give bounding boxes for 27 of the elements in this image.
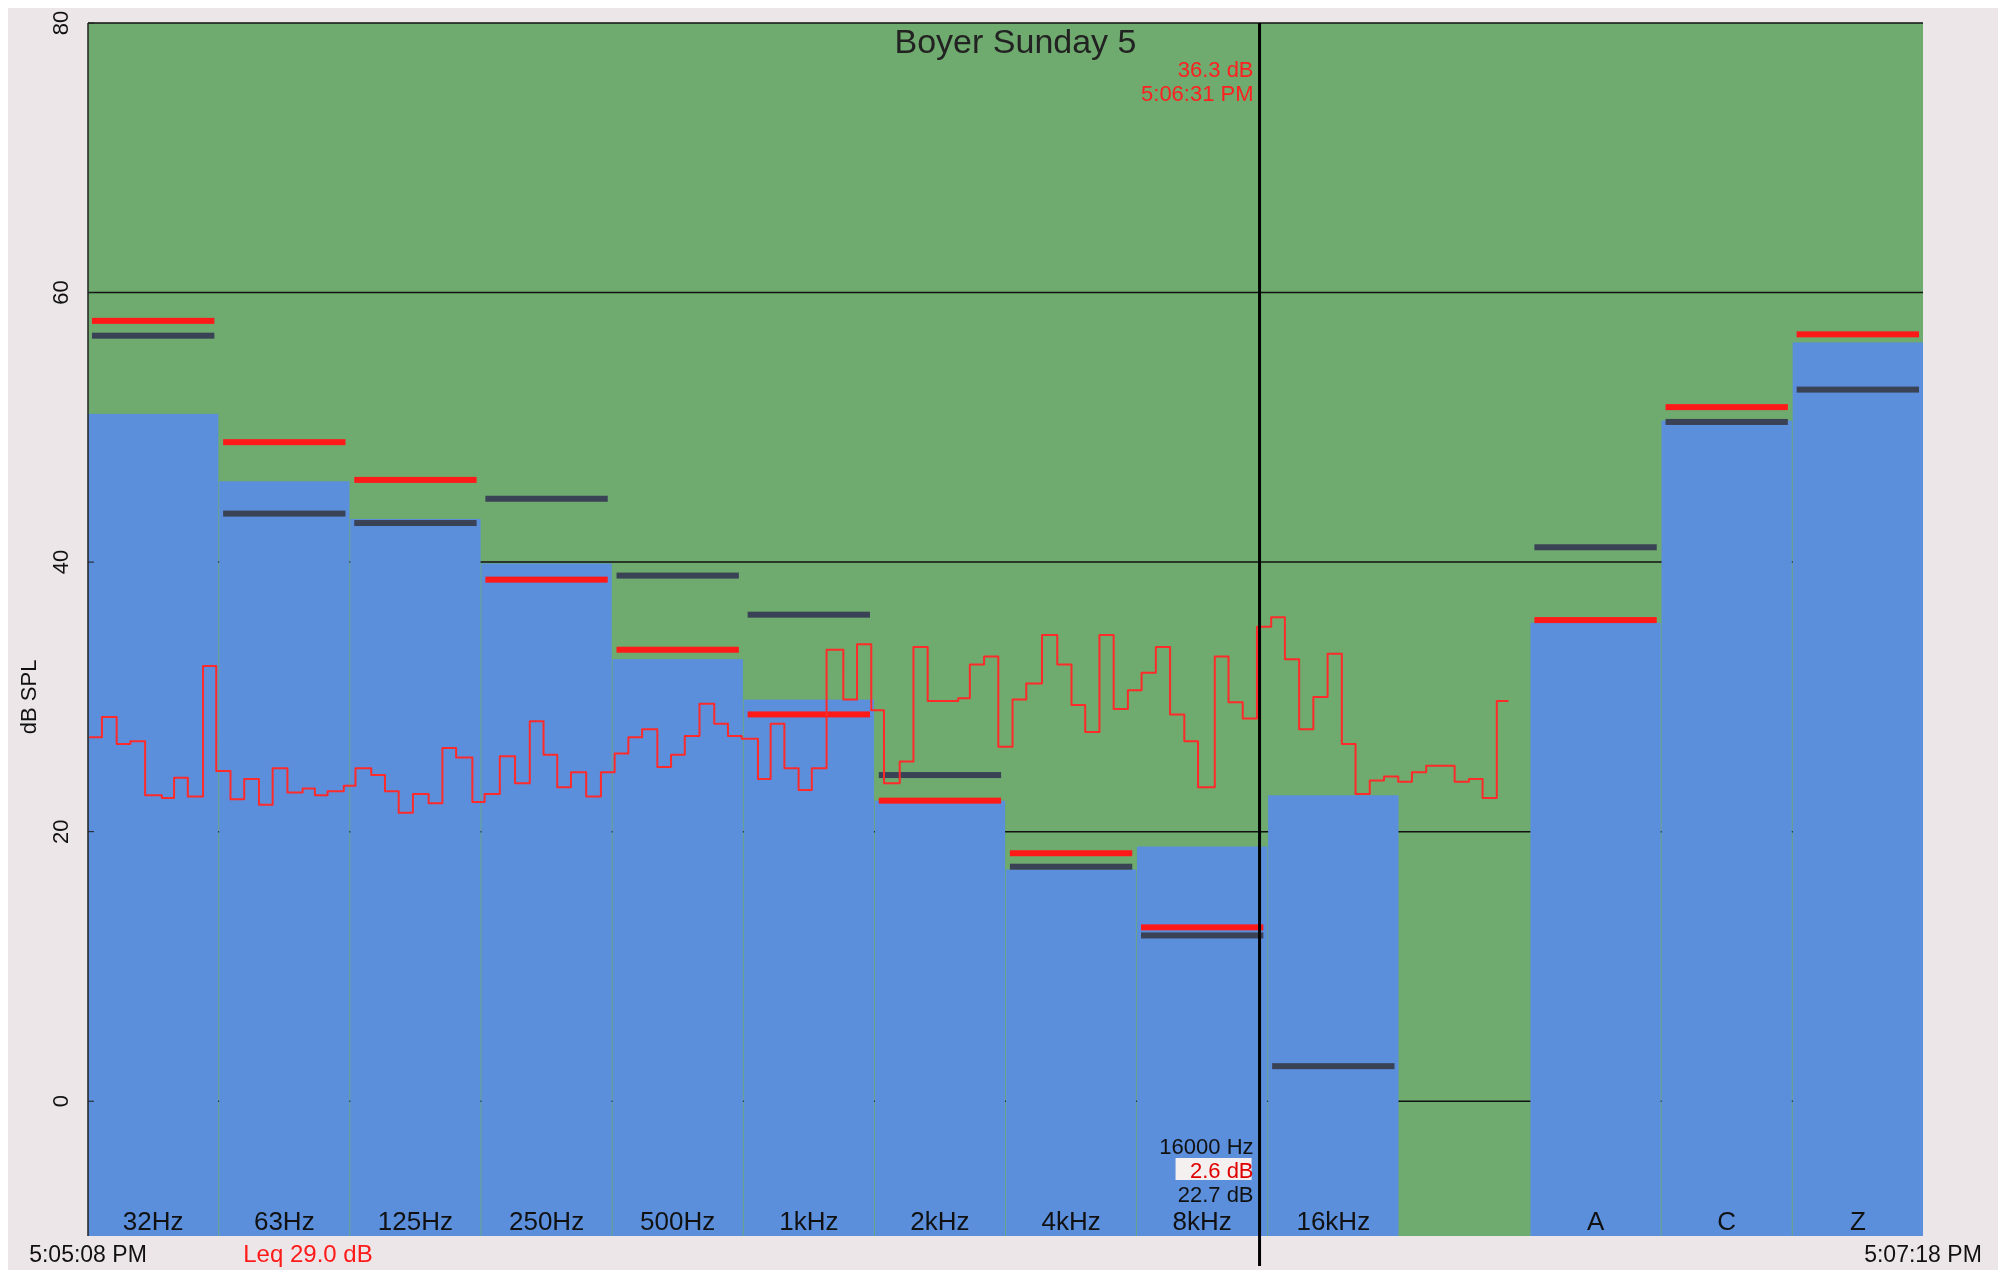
y-tick-label: 40 [48, 549, 73, 575]
x-tick-label: 63Hz [253, 1206, 315, 1236]
x-tick-label: 1kHz [779, 1206, 839, 1236]
x-tick-label: 250Hz [508, 1206, 585, 1236]
x-tick-label: 4kHz [1041, 1206, 1101, 1236]
x-tick-label: 8kHz [1172, 1206, 1232, 1236]
chart-title: Boyer Sunday 5 [894, 22, 1137, 60]
x2-tick-label: 5:07:18 PM [1864, 1241, 1982, 1267]
y-axis-title: dB SPL [16, 659, 41, 735]
x-tick-label: 500Hz [640, 1206, 716, 1236]
x-tick-label: Z [1849, 1206, 1866, 1236]
x-tick-label: 125Hz [377, 1206, 453, 1236]
y-tick-label: 0 [48, 1095, 73, 1108]
annotation: 36.3 dB [1177, 57, 1254, 82]
y-tick-label: 60 [48, 280, 73, 305]
x-tick-label: C [1717, 1206, 1737, 1236]
annotation: 5:06:31 PM [1141, 81, 1254, 106]
y-tick-label: 20 [48, 819, 73, 844]
text: Leq 29.0 dB [243, 1240, 373, 1267]
annotation: 16000 Hz [1159, 1134, 1254, 1159]
y-tick-label: 80 [48, 10, 73, 36]
annotation: 22.7 dB [1177, 1182, 1254, 1207]
x2-tick-label: 5:05:08 PM [29, 1241, 147, 1267]
x-tick-label: 16kHz [1296, 1206, 1371, 1236]
x-tick-label: 32Hz [122, 1206, 184, 1236]
x-tick-label: A [1586, 1206, 1605, 1236]
x-tick-label: 2kHz [910, 1206, 970, 1236]
